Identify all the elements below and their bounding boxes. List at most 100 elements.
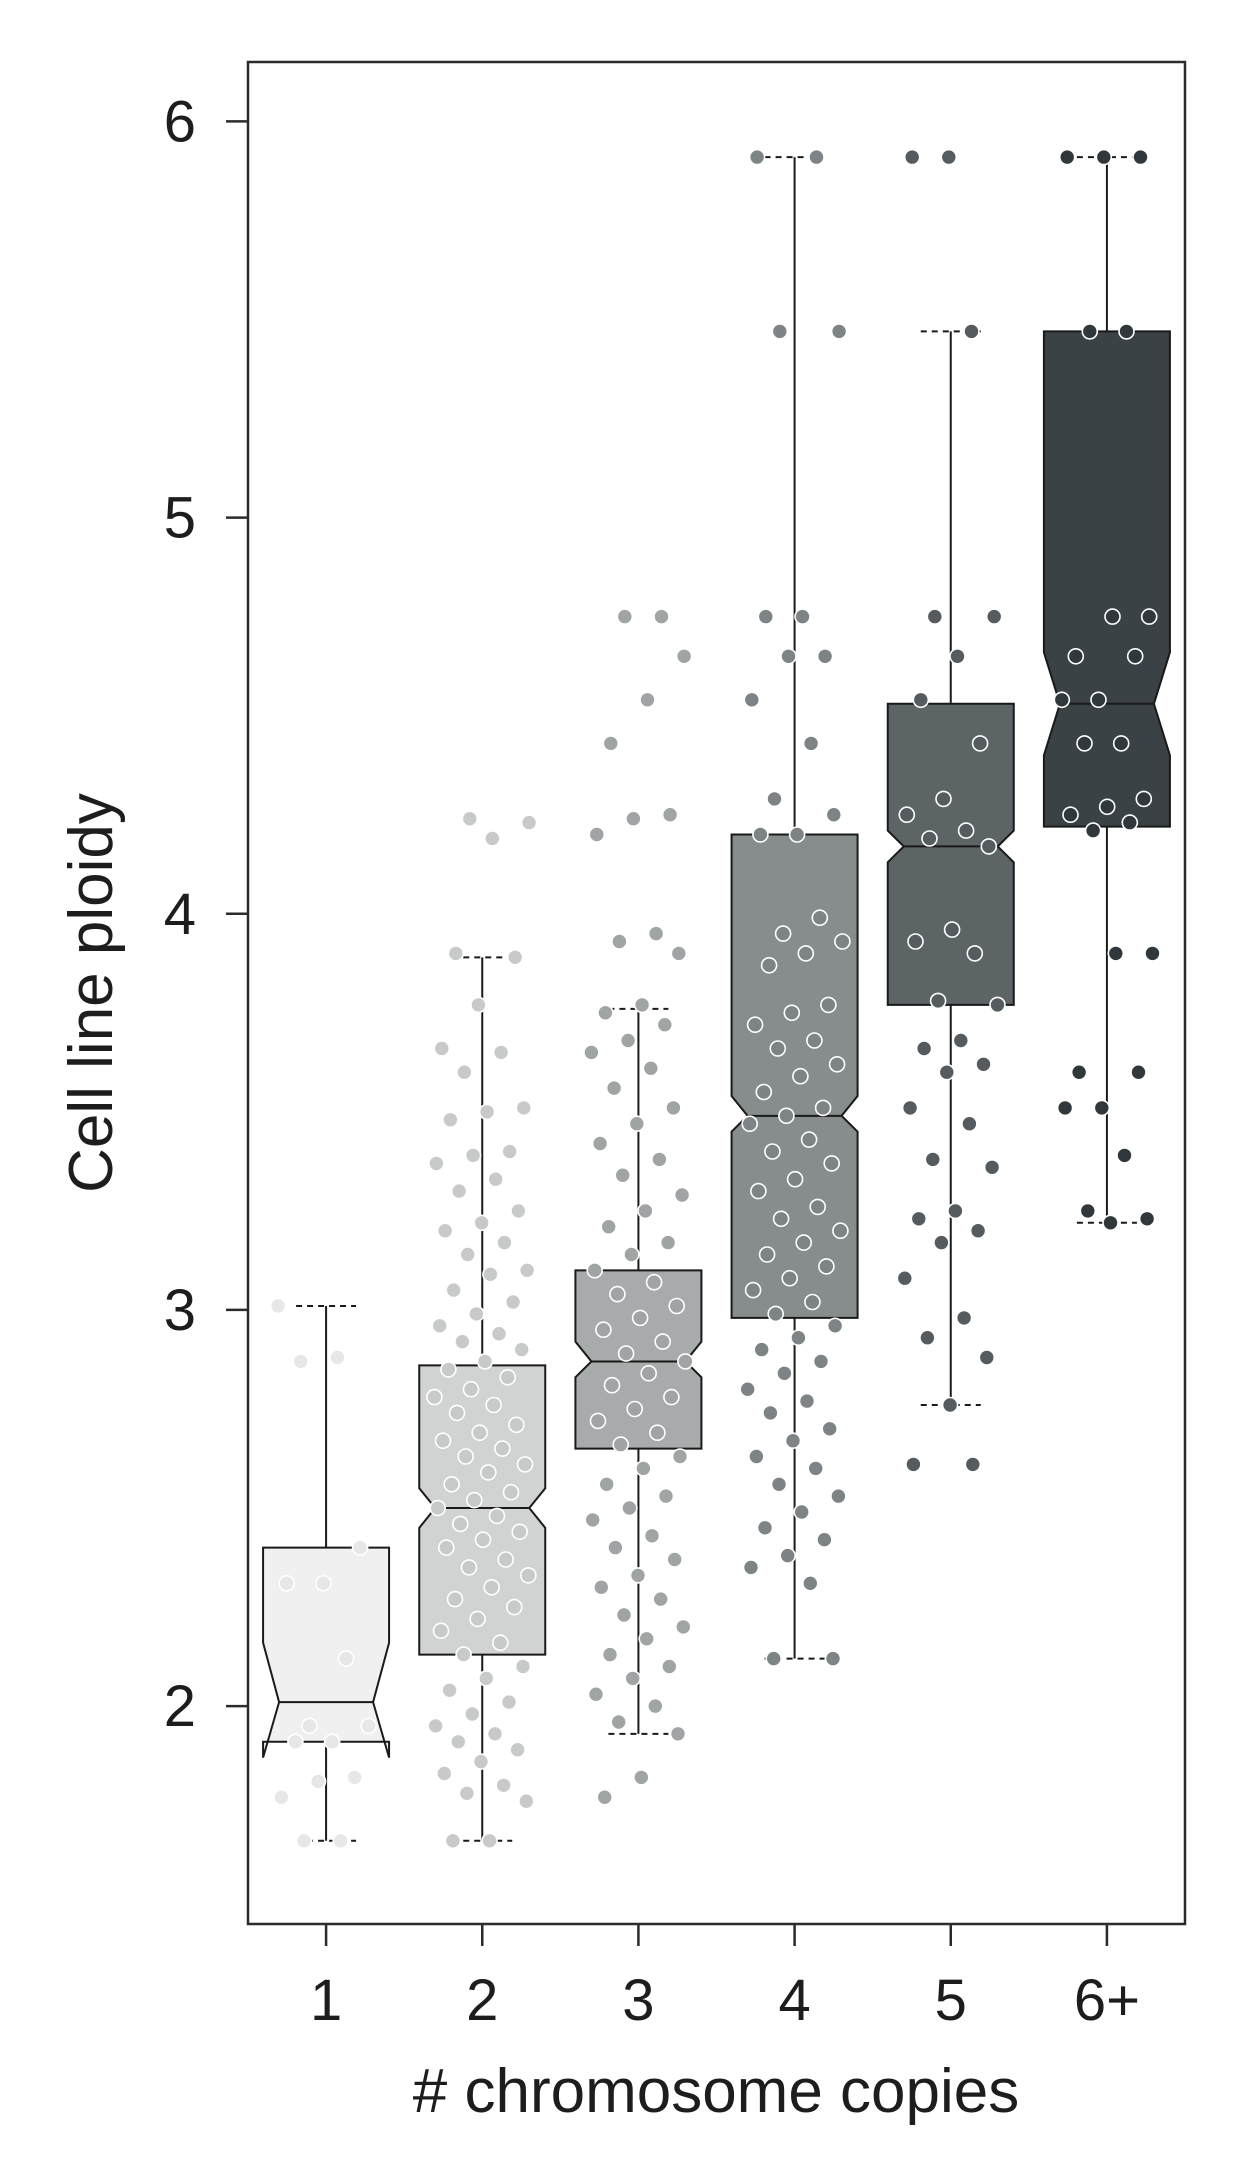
x-tick-label: 6+: [1074, 1968, 1140, 2033]
data-point: [795, 1234, 813, 1251]
data-point: [824, 1650, 842, 1667]
data-point: [780, 647, 797, 665]
data-point: [502, 1483, 520, 1501]
data-point: [428, 1155, 445, 1172]
data-point: [440, 1361, 457, 1378]
data-point: [478, 1103, 496, 1121]
data-point: [441, 1682, 458, 1699]
data-point: [584, 1511, 602, 1529]
data-point: [809, 1198, 827, 1216]
data-point: [921, 830, 938, 847]
data-point: [442, 1111, 459, 1129]
y-tick-label: 6: [164, 89, 196, 154]
data-point: [461, 810, 479, 828]
x-tick-label: 2: [466, 1968, 498, 2033]
data-point: [646, 1697, 664, 1715]
data-point: [955, 1309, 973, 1327]
data-point: [767, 1305, 785, 1323]
data-point: [971, 735, 989, 752]
data-point: [623, 1246, 640, 1263]
data-point: [433, 1040, 451, 1057]
data-point: [639, 691, 656, 709]
data-point: [332, 1832, 350, 1850]
data-point: [455, 1646, 472, 1663]
data-point: [943, 921, 961, 938]
data-point: [315, 1575, 332, 1592]
data-point: [514, 1658, 532, 1675]
data-point: [323, 1733, 341, 1751]
data-point: [597, 1004, 614, 1022]
data-point: [429, 1499, 447, 1517]
data-point: [898, 806, 916, 824]
data-point: [457, 1448, 475, 1465]
box: [418, 1364, 547, 1656]
data-point: [746, 1016, 764, 1033]
x-tick-label: 1: [310, 1968, 342, 2033]
data-point: [610, 1713, 628, 1731]
data-point: [919, 1329, 936, 1346]
data-point: [790, 1329, 807, 1346]
data-point: [657, 1487, 675, 1505]
data-point: [807, 1460, 825, 1477]
data-point: [462, 1380, 480, 1398]
data-point: [513, 1341, 531, 1358]
y-axis-label: Cell line ploidy: [57, 793, 126, 1193]
y-tick-label: 3: [164, 1278, 196, 1343]
data-point: [964, 1456, 982, 1473]
data-point: [450, 1182, 468, 1200]
data-point: [786, 1170, 804, 1188]
data-point: [488, 1507, 506, 1525]
data-point: [638, 1630, 656, 1648]
data-point: [1067, 647, 1085, 665]
data-point: [905, 1456, 922, 1473]
data-point: [451, 1515, 469, 1533]
data-point: [788, 826, 806, 843]
data-point: [903, 148, 921, 166]
data-point: [1132, 148, 1149, 166]
data-point: [605, 1079, 623, 1097]
data-point: [758, 1246, 776, 1263]
data-point: [743, 691, 761, 709]
data-point: [456, 1063, 473, 1081]
data-point: [640, 1365, 658, 1382]
data-point: [647, 925, 665, 942]
data-point: [1070, 1063, 1088, 1081]
data-point: [617, 1345, 635, 1362]
data-point: [446, 1590, 464, 1608]
data-point: [491, 1634, 509, 1651]
data-point: [471, 1424, 489, 1441]
data-point: [496, 1234, 513, 1251]
data-point: [589, 1412, 607, 1430]
data-point: [591, 1135, 609, 1152]
data-point: [1130, 1063, 1147, 1081]
plot-marks: [262, 148, 1171, 1850]
data-point: [1121, 814, 1139, 831]
data-point: [814, 1099, 832, 1117]
data-point: [983, 1159, 1001, 1176]
data-point: [519, 1567, 537, 1584]
data-point: [771, 323, 789, 340]
data-point: [1112, 735, 1130, 752]
data-point: [1140, 608, 1158, 625]
data-point: [510, 1202, 527, 1220]
data-point: [449, 1733, 467, 1751]
data-point: [609, 1285, 626, 1303]
data-point: [603, 1376, 621, 1394]
data-point: [896, 1269, 914, 1287]
data-point: [490, 1325, 508, 1342]
data-point: [910, 1210, 928, 1228]
data-point: [952, 1032, 970, 1049]
data-point: [588, 826, 606, 843]
data-point: [778, 1107, 795, 1125]
data-point: [517, 1792, 535, 1810]
data-point: [633, 996, 651, 1014]
data-point: [468, 1305, 485, 1323]
data-point: [511, 1523, 529, 1541]
data-point: [675, 647, 693, 665]
data-point: [595, 1321, 612, 1338]
data-point: [1081, 323, 1099, 340]
data-point: [518, 1262, 536, 1279]
data-point: [642, 1060, 660, 1077]
data-point: [292, 1353, 310, 1370]
data-point: [929, 992, 947, 1010]
